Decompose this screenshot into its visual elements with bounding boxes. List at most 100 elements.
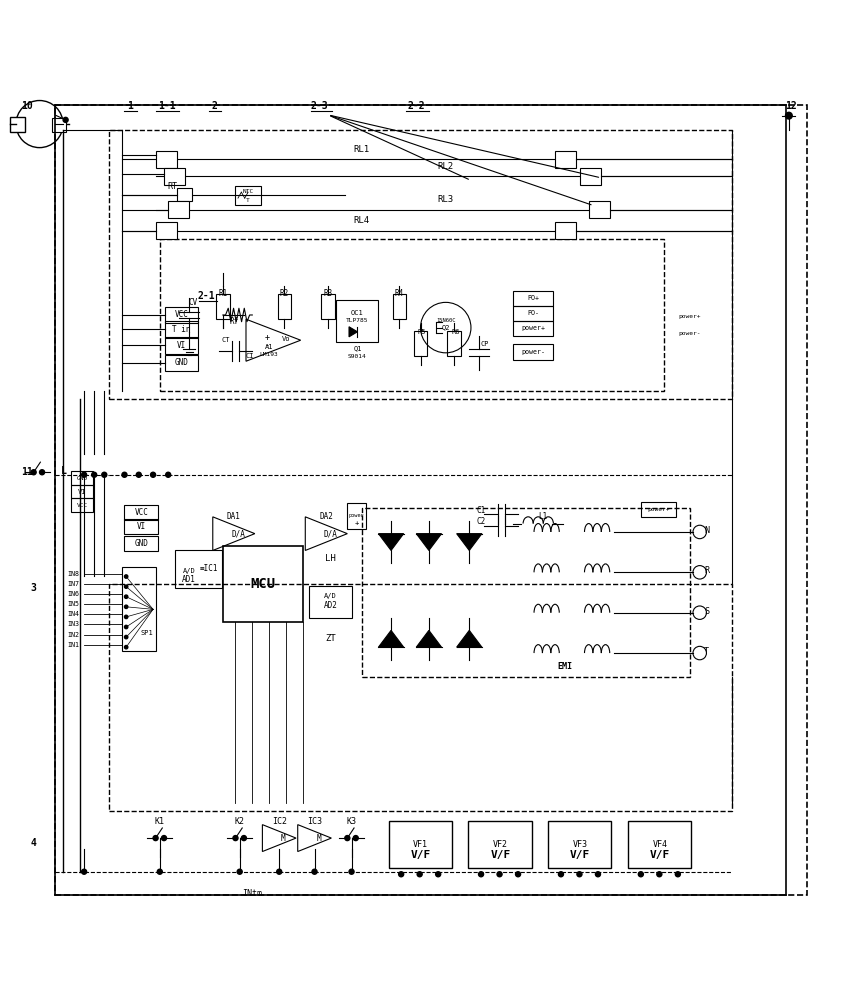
Bar bbox=[175, 550, 222, 588]
Text: RL3: RL3 bbox=[437, 195, 454, 204]
Text: RL4: RL4 bbox=[353, 216, 370, 225]
Text: K1: K1 bbox=[155, 817, 165, 826]
Circle shape bbox=[124, 595, 128, 598]
Text: INtm: INtm bbox=[242, 889, 262, 898]
Text: A1: A1 bbox=[265, 344, 273, 350]
Text: +: + bbox=[265, 333, 270, 342]
Bar bbox=[555, 151, 576, 168]
Circle shape bbox=[124, 625, 128, 629]
Bar bbox=[165, 307, 198, 323]
Circle shape bbox=[63, 117, 68, 122]
Bar bbox=[165, 355, 198, 371]
Text: GND: GND bbox=[135, 539, 148, 548]
Text: Q2: Q2 bbox=[442, 325, 450, 331]
Polygon shape bbox=[457, 534, 482, 550]
Bar bbox=[589, 201, 610, 218]
Text: IC3: IC3 bbox=[307, 817, 322, 826]
Text: A/D: A/D bbox=[324, 593, 337, 599]
Bar bbox=[168, 201, 189, 218]
Text: RT: RT bbox=[167, 182, 177, 191]
Text: S9014: S9014 bbox=[348, 354, 367, 359]
Text: IN1: IN1 bbox=[67, 642, 79, 648]
Text: 2-1: 2-1 bbox=[198, 291, 214, 301]
Circle shape bbox=[124, 615, 128, 619]
Bar bbox=[628, 821, 691, 868]
Text: power+: power+ bbox=[521, 325, 545, 331]
Polygon shape bbox=[457, 630, 482, 647]
Bar bbox=[580, 168, 601, 185]
Text: C1: C1 bbox=[477, 506, 485, 515]
Bar bbox=[513, 306, 553, 321]
Text: power+: power+ bbox=[648, 507, 669, 512]
Text: AD1: AD1 bbox=[182, 575, 196, 584]
Text: PO-: PO- bbox=[527, 310, 539, 316]
Circle shape bbox=[82, 472, 87, 477]
Bar bbox=[71, 471, 93, 485]
Circle shape bbox=[102, 472, 107, 477]
Bar bbox=[124, 536, 158, 551]
Text: IN3: IN3 bbox=[67, 621, 79, 627]
Text: LH: LH bbox=[325, 554, 336, 563]
Circle shape bbox=[124, 575, 128, 578]
Text: R2: R2 bbox=[280, 289, 288, 298]
Text: 1: 1 bbox=[128, 101, 133, 111]
Bar bbox=[362, 508, 690, 677]
Bar bbox=[336, 300, 378, 342]
Polygon shape bbox=[416, 630, 442, 647]
Text: 10: 10 bbox=[21, 101, 33, 111]
Bar bbox=[124, 505, 158, 520]
Text: IN6: IN6 bbox=[67, 591, 79, 597]
Circle shape bbox=[122, 472, 127, 477]
Text: AD2: AD2 bbox=[324, 601, 337, 610]
Bar bbox=[223, 546, 303, 622]
Circle shape bbox=[349, 869, 354, 874]
Text: T: T bbox=[246, 198, 250, 203]
Text: CP: CP bbox=[480, 341, 489, 347]
Bar bbox=[156, 151, 177, 168]
Circle shape bbox=[345, 836, 350, 841]
Bar bbox=[641, 502, 676, 517]
Text: SP1: SP1 bbox=[140, 630, 154, 636]
Circle shape bbox=[31, 470, 36, 475]
Text: NTC: NTC bbox=[242, 189, 254, 194]
Text: L: L bbox=[61, 466, 66, 476]
Text: M: M bbox=[281, 834, 286, 843]
Text: DA1: DA1 bbox=[227, 512, 241, 521]
Text: RL2: RL2 bbox=[437, 162, 454, 171]
Bar bbox=[10, 117, 25, 132]
Text: L1: L1 bbox=[538, 512, 547, 521]
Bar bbox=[513, 344, 553, 360]
Circle shape bbox=[479, 872, 484, 877]
Bar bbox=[124, 519, 158, 534]
Bar bbox=[309, 586, 352, 618]
Text: V/F: V/F bbox=[410, 850, 431, 860]
Text: 1-1: 1-1 bbox=[158, 101, 175, 111]
Circle shape bbox=[657, 872, 662, 877]
Text: VF3: VF3 bbox=[573, 840, 588, 849]
Text: OC1: OC1 bbox=[351, 310, 364, 316]
Bar bbox=[52, 118, 66, 132]
Text: V/F: V/F bbox=[650, 850, 670, 860]
Circle shape bbox=[157, 869, 162, 874]
Text: Rf: Rf bbox=[230, 317, 238, 326]
Text: VI: VI bbox=[177, 341, 186, 350]
Text: VF2: VF2 bbox=[493, 840, 508, 849]
Text: R5: R5 bbox=[418, 329, 426, 335]
Bar bbox=[468, 821, 532, 868]
Bar bbox=[109, 584, 732, 811]
Text: V/F: V/F bbox=[490, 850, 510, 860]
Bar bbox=[278, 294, 291, 319]
Text: IC2: IC2 bbox=[272, 817, 287, 826]
Text: T: T bbox=[704, 647, 709, 656]
Text: VF4: VF4 bbox=[653, 840, 668, 849]
Bar bbox=[71, 498, 93, 512]
Bar bbox=[55, 105, 807, 895]
Text: TLP785: TLP785 bbox=[346, 318, 368, 323]
Text: K3: K3 bbox=[346, 817, 357, 826]
Circle shape bbox=[124, 645, 128, 649]
Text: R6: R6 bbox=[452, 329, 460, 335]
Bar bbox=[160, 239, 664, 391]
Text: IN5: IN5 bbox=[67, 601, 79, 607]
Text: 2: 2 bbox=[212, 101, 217, 111]
Text: R1: R1 bbox=[219, 289, 227, 298]
